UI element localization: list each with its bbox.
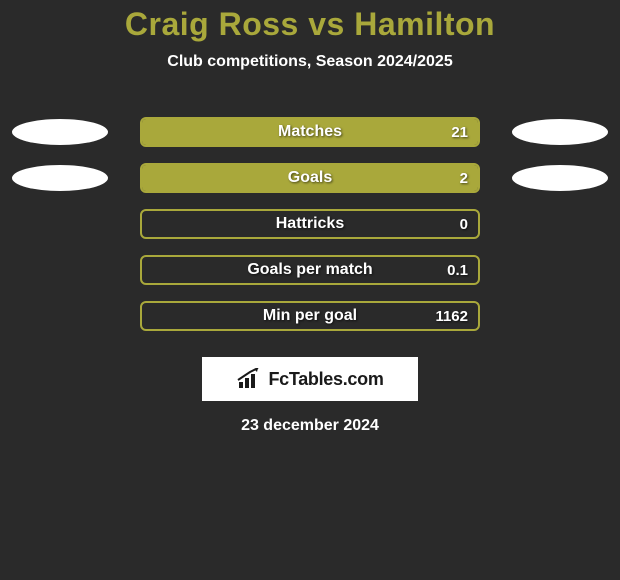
stat-row: Matches21 xyxy=(0,109,620,155)
page-title: Craig Ross vs Hamilton xyxy=(0,6,620,43)
stat-bar-fill xyxy=(142,165,478,191)
stat-bar: Goals per match0.1 xyxy=(140,255,480,285)
stat-bar-fill xyxy=(142,119,478,145)
stat-row: Hattricks0 xyxy=(0,201,620,247)
stat-row: Goals per match0.1 xyxy=(0,247,620,293)
stats-card: Craig Ross vs Hamilton Club competitions… xyxy=(0,0,620,580)
stat-value: 0 xyxy=(460,211,468,237)
stat-value: 0.1 xyxy=(447,257,468,283)
stat-bar: Goals2 xyxy=(140,163,480,193)
date-text: 23 december 2024 xyxy=(0,417,620,435)
stat-row: Goals2 xyxy=(0,155,620,201)
logo-text: FcTables.com xyxy=(268,369,383,390)
left-ellipse xyxy=(12,119,108,145)
stat-label: Goals per match xyxy=(142,257,478,283)
stat-bar: Hattricks0 xyxy=(140,209,480,239)
stat-value: 1162 xyxy=(435,303,468,329)
logo-badge[interactable]: FcTables.com xyxy=(202,357,418,401)
page-subtitle: Club competitions, Season 2024/2025 xyxy=(0,53,620,71)
left-ellipse xyxy=(12,165,108,191)
right-ellipse xyxy=(512,165,608,191)
stats-rows: Matches21 Goals2 Hattricks0 Goals per match… xyxy=(0,109,620,339)
stat-bar: Min per goal1162 xyxy=(140,301,480,331)
stat-row: Min per goal1162 xyxy=(0,293,620,339)
barchart-icon xyxy=(236,368,262,390)
stat-label: Hattricks xyxy=(142,211,478,237)
stat-bar: Matches21 xyxy=(140,117,480,147)
stat-label: Min per goal xyxy=(142,303,478,329)
right-ellipse xyxy=(512,119,608,145)
